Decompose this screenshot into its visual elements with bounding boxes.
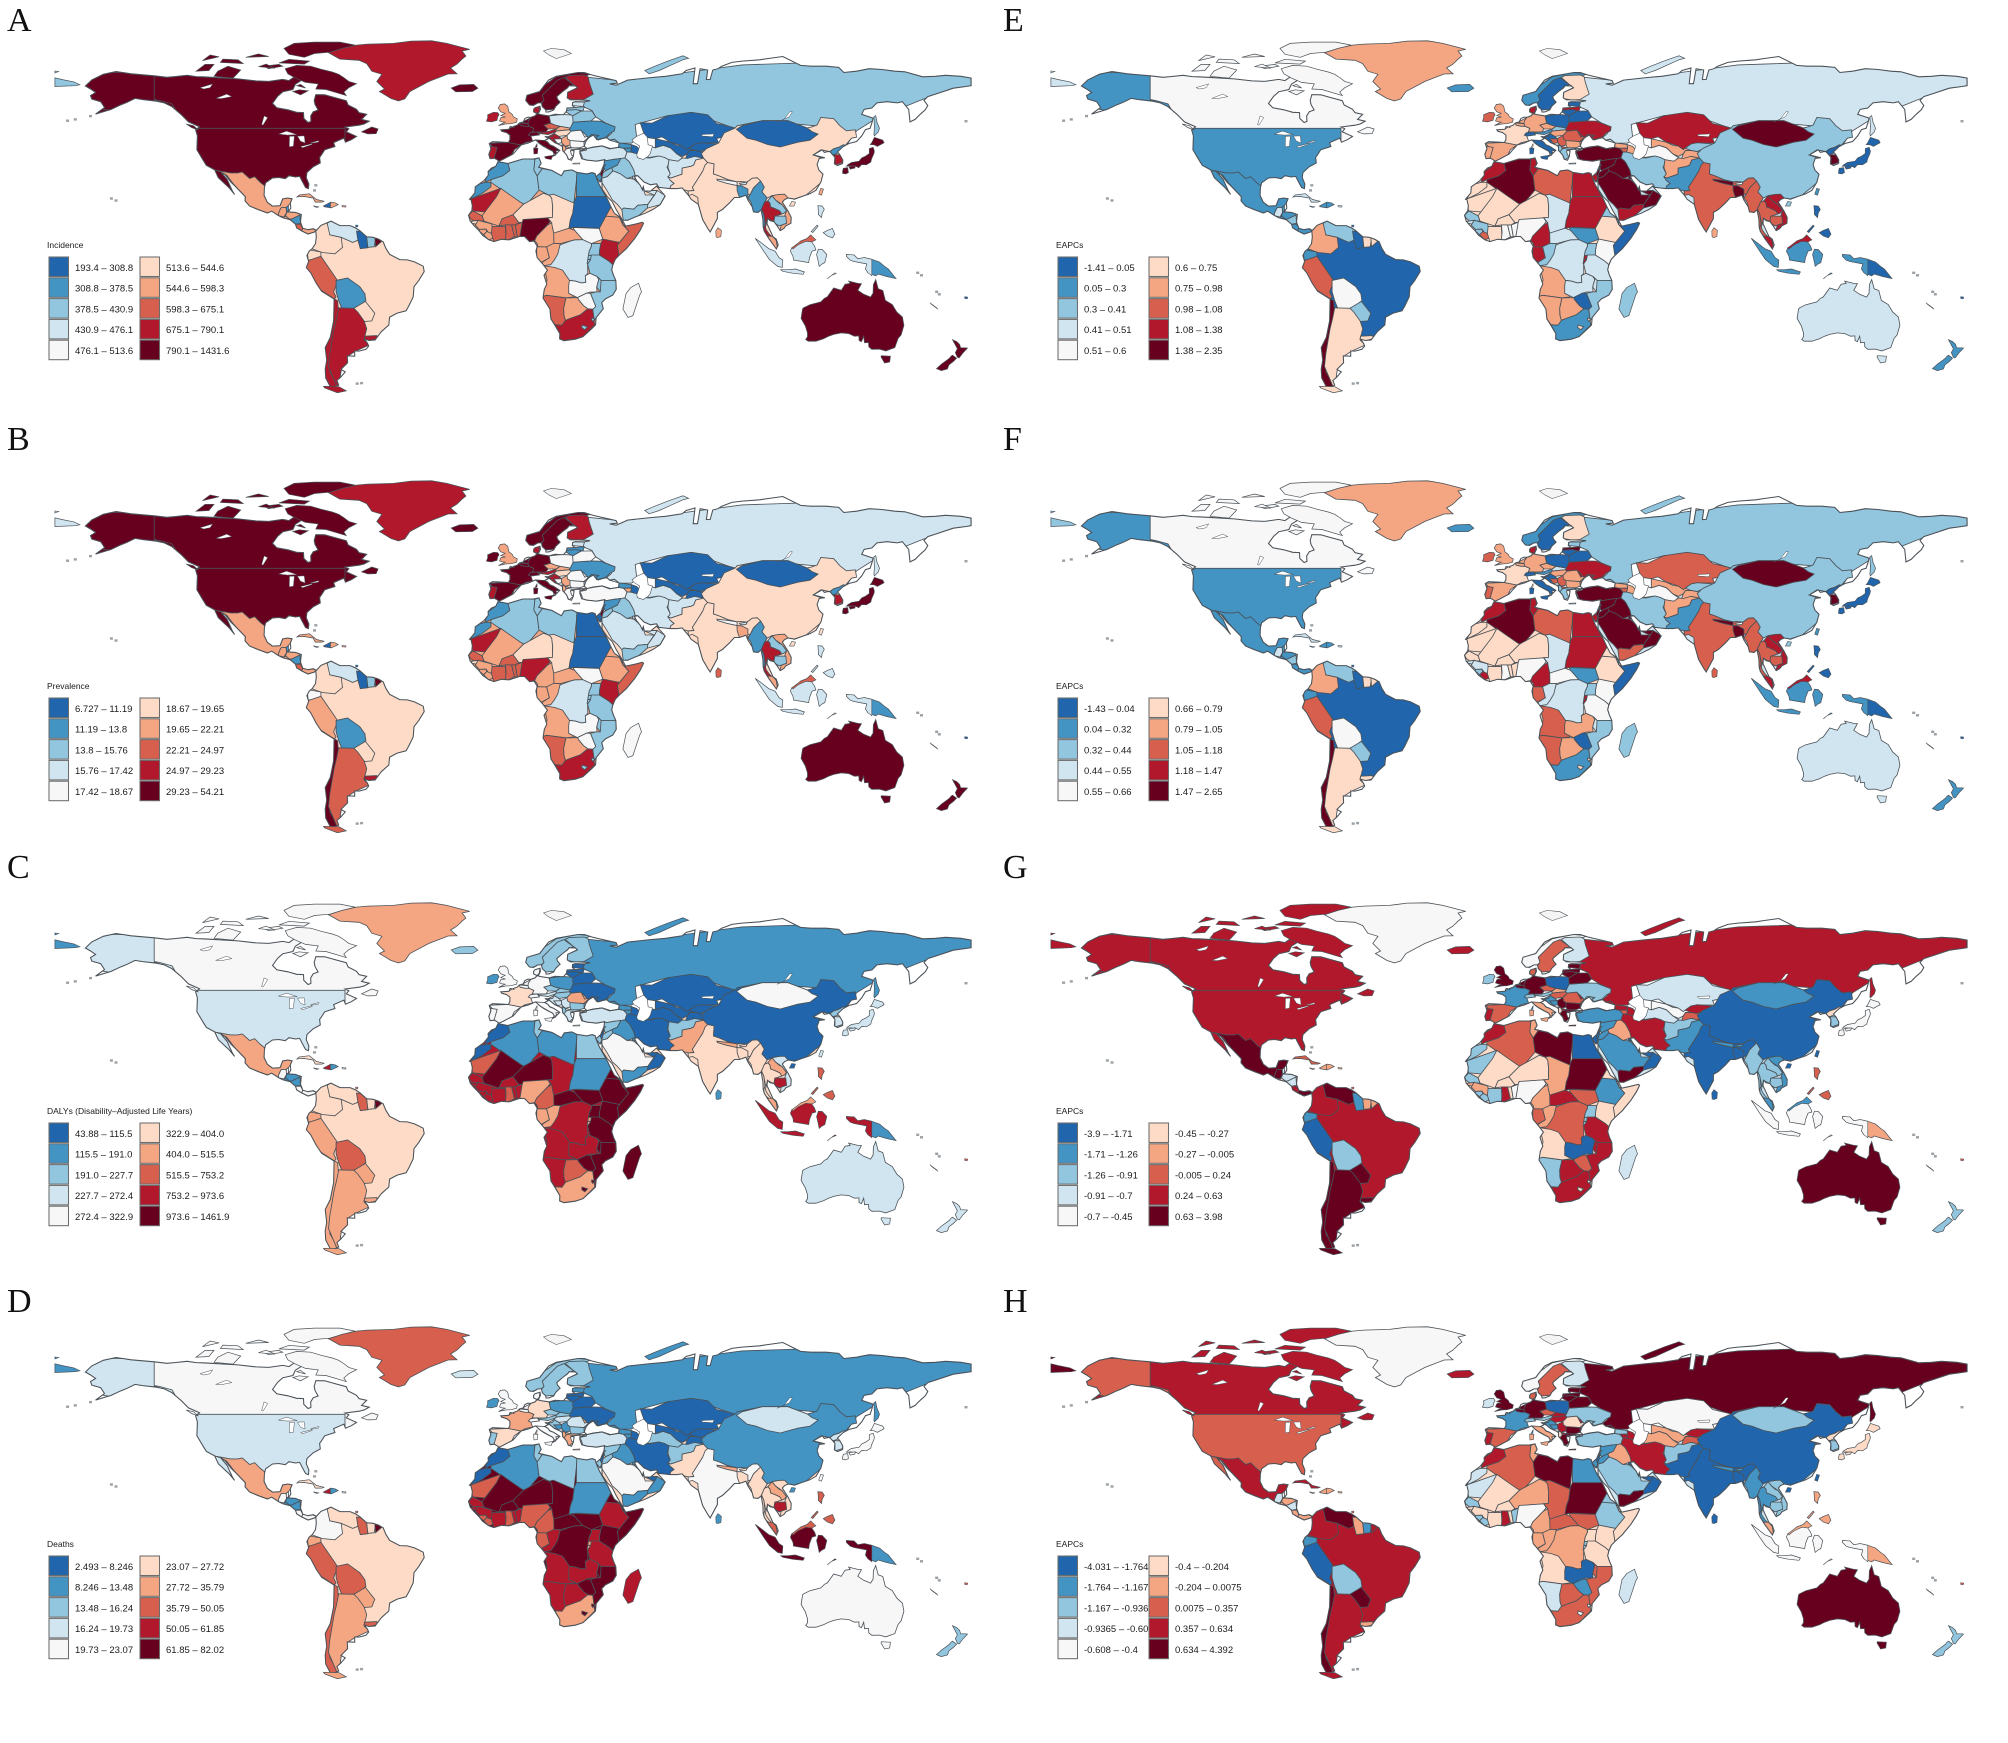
svg-text:Incidence: Incidence — [47, 240, 84, 250]
svg-text:1.18 – 1.47: 1.18 – 1.47 — [1175, 766, 1223, 777]
svg-text:0.98 – 1.08: 0.98 – 1.08 — [1175, 304, 1223, 315]
svg-text:0.44 – 0.55: 0.44 – 0.55 — [1084, 766, 1132, 777]
svg-text:-0.7 – -0.45: -0.7 – -0.45 — [1084, 1212, 1133, 1223]
svg-text:43.88 – 115.5: 43.88 – 115.5 — [75, 1129, 132, 1140]
svg-text:19.73 – 23.07: 19.73 – 23.07 — [75, 1645, 133, 1656]
svg-text:11.19 – 13.8: 11.19 – 13.8 — [75, 725, 127, 736]
svg-text:G: G — [1003, 849, 1028, 886]
svg-text:35.79 – 50.05: 35.79 – 50.05 — [166, 1603, 224, 1614]
svg-text:13.8 – 15.76: 13.8 – 15.76 — [75, 745, 128, 756]
svg-text:EAPCs: EAPCs — [1056, 1539, 1083, 1549]
svg-text:0.05 – 0.3: 0.05 – 0.3 — [1084, 284, 1126, 295]
svg-text:0.24 – 0.63: 0.24 – 0.63 — [1175, 1191, 1223, 1202]
svg-text:19.65 – 22.21: 19.65 – 22.21 — [166, 725, 224, 736]
svg-text:-0.4 – -0.204: -0.4 – -0.204 — [1175, 1562, 1229, 1573]
svg-text:-1.167 – -0.9365: -1.167 – -0.9365 — [1084, 1603, 1154, 1614]
svg-text:322.9 – 404.0: 322.9 – 404.0 — [166, 1129, 224, 1140]
svg-text:B: B — [7, 421, 30, 458]
svg-text:675.1 – 790.1: 675.1 – 790.1 — [166, 325, 224, 336]
svg-text:1.05 – 1.18: 1.05 – 1.18 — [1175, 745, 1223, 756]
svg-text:1.38 – 2.35: 1.38 – 2.35 — [1175, 346, 1223, 357]
svg-text:-1.71 – -1.26: -1.71 – -1.26 — [1084, 1150, 1138, 1161]
svg-text:Deaths: Deaths — [47, 1539, 74, 1549]
svg-text:61.85 – 82.02: 61.85 – 82.02 — [166, 1645, 224, 1656]
svg-text:-1.43 – 0.04: -1.43 – 0.04 — [1084, 704, 1135, 715]
svg-text:6.727 – 11.19: 6.727 – 11.19 — [75, 704, 132, 715]
svg-text:191.0 – 227.7: 191.0 – 227.7 — [75, 1170, 133, 1181]
svg-text:F: F — [1003, 421, 1022, 458]
svg-text:598.3 – 675.1: 598.3 – 675.1 — [166, 304, 224, 315]
svg-text:0.3 – 0.41: 0.3 – 0.41 — [1084, 304, 1126, 315]
svg-text:-0.608 – -0.4: -0.608 – -0.4 — [1084, 1645, 1138, 1656]
svg-text:EAPCs: EAPCs — [1056, 681, 1083, 691]
svg-text:2.493 – 8.246: 2.493 – 8.246 — [75, 1562, 133, 1573]
svg-text:0.79 – 1.05: 0.79 – 1.05 — [1175, 725, 1223, 736]
svg-text:0.357 – 0.634: 0.357 – 0.634 — [1175, 1624, 1233, 1635]
svg-text:27.72 – 35.79: 27.72 – 35.79 — [166, 1583, 224, 1594]
svg-text:513.6 – 544.6: 513.6 – 544.6 — [166, 263, 224, 274]
svg-text:378.5 – 430.9: 378.5 – 430.9 — [75, 304, 133, 315]
svg-text:18.67 – 19.65: 18.67 – 19.65 — [166, 704, 224, 715]
svg-text:-4.031 – -1.764: -4.031 – -1.764 — [1084, 1562, 1148, 1573]
svg-text:1.08 – 1.38: 1.08 – 1.38 — [1175, 325, 1223, 336]
svg-text:29.23 – 54.21: 29.23 – 54.21 — [166, 787, 224, 798]
svg-text:22.21 – 24.97: 22.21 – 24.97 — [166, 745, 224, 756]
svg-text:-0.27 – -0.005: -0.27 – -0.005 — [1175, 1150, 1234, 1161]
svg-text:0.66 – 0.79: 0.66 – 0.79 — [1175, 704, 1223, 715]
svg-text:227.7 – 272.4: 227.7 – 272.4 — [75, 1191, 133, 1202]
svg-text:0.04 – 0.32: 0.04 – 0.32 — [1084, 725, 1132, 736]
svg-text:0.41 – 0.51: 0.41 – 0.51 — [1084, 325, 1132, 336]
svg-text:1.47 – 2.65: 1.47 – 2.65 — [1175, 787, 1223, 798]
svg-text:C: C — [7, 849, 30, 886]
svg-text:8.246 – 13.48: 8.246 – 13.48 — [75, 1583, 133, 1594]
svg-text:0.51 – 0.6: 0.51 – 0.6 — [1084, 346, 1126, 357]
svg-text:404.0 – 515.5: 404.0 – 515.5 — [166, 1150, 224, 1161]
svg-text:0.6 – 0.75: 0.6 – 0.75 — [1175, 263, 1217, 274]
svg-text:544.6 – 598.3: 544.6 – 598.3 — [166, 284, 224, 295]
svg-text:50.05 – 61.85: 50.05 – 61.85 — [166, 1624, 224, 1635]
svg-text:15.76 – 17.42: 15.76 – 17.42 — [75, 766, 133, 777]
svg-text:13.48 – 16.24: 13.48 – 16.24 — [75, 1603, 133, 1614]
svg-text:308.8 – 378.5: 308.8 – 378.5 — [75, 284, 133, 295]
svg-text:DALYs (Disability–Adjusted Lif: DALYs (Disability–Adjusted Life Years) — [47, 1106, 193, 1116]
svg-text:272.4 – 322.9: 272.4 – 322.9 — [75, 1212, 133, 1223]
svg-text:515.5 – 753.2: 515.5 – 753.2 — [166, 1170, 224, 1181]
svg-text:0.63 – 3.98: 0.63 – 3.98 — [1175, 1212, 1223, 1223]
svg-text:17.42 – 18.67: 17.42 – 18.67 — [75, 787, 133, 798]
svg-text:973.6 – 1461.9: 973.6 – 1461.9 — [166, 1212, 229, 1223]
svg-text:EAPCs: EAPCs — [1056, 240, 1083, 250]
svg-text:-0.91 – -0.7: -0.91 – -0.7 — [1084, 1191, 1133, 1202]
svg-text:16.24 – 19.73: 16.24 – 19.73 — [75, 1624, 133, 1635]
svg-text:H: H — [1003, 1283, 1028, 1320]
svg-text:-3.9 – -1.71: -3.9 – -1.71 — [1084, 1129, 1133, 1140]
svg-text:Prevalence: Prevalence — [47, 681, 90, 691]
svg-text:0.0075 – 0.357: 0.0075 – 0.357 — [1175, 1603, 1238, 1614]
svg-text:D: D — [7, 1283, 32, 1320]
svg-text:476.1 – 513.6: 476.1 – 513.6 — [75, 346, 133, 357]
svg-text:0.55 – 0.66: 0.55 – 0.66 — [1084, 787, 1132, 798]
svg-text:24.97 – 29.23: 24.97 – 29.23 — [166, 766, 224, 777]
svg-text:-0.005 – 0.24: -0.005 – 0.24 — [1175, 1170, 1231, 1181]
svg-text:-1.764 – -1.167: -1.764 – -1.167 — [1084, 1583, 1148, 1594]
svg-text:790.1 – 1431.6: 790.1 – 1431.6 — [166, 346, 229, 357]
svg-text:-0.9365 – -0.608: -0.9365 – -0.608 — [1084, 1624, 1154, 1635]
svg-text:23.07 – 27.72: 23.07 – 27.72 — [166, 1562, 224, 1573]
svg-text:115.5 – 191.0: 115.5 – 191.0 — [75, 1150, 132, 1161]
svg-text:-1.41 – 0.05: -1.41 – 0.05 — [1084, 263, 1135, 274]
svg-text:0.32 – 0.44: 0.32 – 0.44 — [1084, 745, 1132, 756]
svg-text:EAPCs: EAPCs — [1056, 1106, 1083, 1116]
svg-text:430.9 – 476.1: 430.9 – 476.1 — [75, 325, 133, 336]
svg-text:-0.45 – -0.27: -0.45 – -0.27 — [1175, 1129, 1229, 1140]
svg-text:753.2 – 973.6: 753.2 – 973.6 — [166, 1191, 224, 1202]
svg-text:-1.26 – -0.91: -1.26 – -0.91 — [1084, 1170, 1138, 1181]
svg-text:E: E — [1003, 2, 1024, 39]
svg-text:-0.204 – 0.0075: -0.204 – 0.0075 — [1175, 1583, 1242, 1594]
svg-text:A: A — [7, 2, 32, 39]
svg-text:0.634 – 4.392: 0.634 – 4.392 — [1175, 1645, 1233, 1656]
svg-text:193.4 – 308.8: 193.4 – 308.8 — [75, 263, 133, 274]
svg-text:0.75 – 0.98: 0.75 – 0.98 — [1175, 284, 1223, 295]
